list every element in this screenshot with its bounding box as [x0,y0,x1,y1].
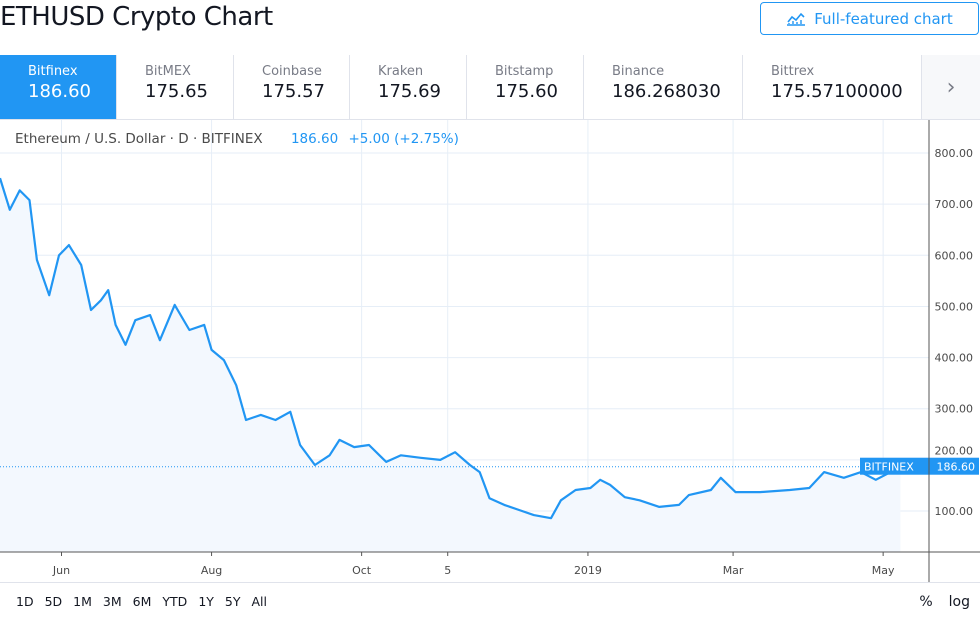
percent-scale-toggle[interactable]: % [919,593,933,610]
legend-price: 186.60 [290,131,339,147]
chart-legend: Ethereum / U.S. Dollar · D · BITFINEX 18… [15,131,459,147]
range-5y[interactable]: 5Y [224,594,241,609]
exchange-price: 186.268030 [612,81,721,102]
exchange-tabs: Bitfinex 186.60 BitMEX 175.65 Coinbase 175.… [0,55,980,120]
y-tick-label: 200.00 [935,445,974,458]
y-tick-label: 100.00 [935,505,974,518]
y-tick-label: 500.00 [935,300,974,313]
x-tick-label: 2019 [574,564,602,577]
tab-bitstamp[interactable]: Bitstamp 175.60 [467,55,584,119]
full-featured-chart-label: Full-featured chart [814,9,953,28]
y-tick-label: 400.00 [935,352,974,365]
exchange-price: 175.65 [145,81,208,102]
price-chart[interactable]: 800.00 700.00 600.00 500.00 400.00 300.00 200.… [0,120,980,582]
tab-coinbase[interactable]: Coinbase 175.57 [234,55,350,119]
last-price-badge [860,457,979,475]
last-price-exchange: BITFINEX [864,461,914,474]
range-all[interactable]: All [251,594,268,609]
tab-bitfinex[interactable]: Bitfinex 186.60 [0,55,117,119]
tab-bittrex[interactable]: Bittrex 175.57100000 [743,55,922,119]
exchange-price: 175.57 [262,81,325,102]
exchange-price: 175.60 [495,81,558,102]
area-fill [0,178,901,552]
x-tick-label: Aug [201,564,222,577]
x-tick-label: May [872,564,895,577]
page-title: ETHUSD Crypto Chart [0,2,273,32]
range-3m[interactable]: 3M [102,594,122,609]
chevron-right-icon[interactable]: › [922,55,980,119]
legend-change: +5.00 (+2.75%) [348,131,459,147]
chart-icon [787,12,806,26]
y-tick-label: 800.00 [935,147,974,160]
symbol-description: Ethereum / U.S. Dollar · D · BITFINEX [15,131,263,147]
range-ytd[interactable]: YTD [162,594,188,609]
tab-binance[interactable]: Binance 186.268030 [584,55,743,119]
range-5d[interactable]: 5D [44,594,63,609]
range-1m[interactable]: 1M [73,594,92,609]
exchange-price: 175.57100000 [771,81,903,102]
x-tick-label: Mar [723,564,744,577]
exchange-price: 186.60 [28,81,91,102]
exchange-name: Binance [612,64,665,79]
exchange-price: 175.69 [378,81,441,102]
y-tick-label: 700.00 [935,198,974,211]
exchange-name: Bitfinex [28,64,78,79]
full-featured-chart-button[interactable]: Full-featured chart [760,2,979,35]
exchange-name: BitMEX [145,64,191,79]
range-1y[interactable]: 1Y [198,594,214,609]
price-line [0,177,901,520]
exchange-name: Kraken [378,64,424,79]
exchange-name: Bittrex [771,64,815,79]
last-price-value: 186.60 [937,461,976,474]
x-tick-label: 5 [444,564,451,577]
exchange-name: Bitstamp [495,64,554,79]
log-scale-toggle[interactable]: log [948,593,970,610]
range-toolbar: 1D 5D 1M 3M 6M YTD 1Y 5Y All % log [0,582,980,620]
range-6m[interactable]: 6M [132,594,152,609]
exchange-name: Coinbase [262,64,322,79]
tab-kraken[interactable]: Kraken 175.69 [350,55,467,119]
y-tick-label: 600.00 [935,249,974,262]
y-tick-label: 300.00 [935,403,974,416]
range-1d[interactable]: 1D [16,594,34,609]
x-tick-label: Oct [352,564,372,577]
tab-bitmex[interactable]: BitMEX 175.65 [117,55,234,119]
x-tick-label: Jun [52,564,70,577]
